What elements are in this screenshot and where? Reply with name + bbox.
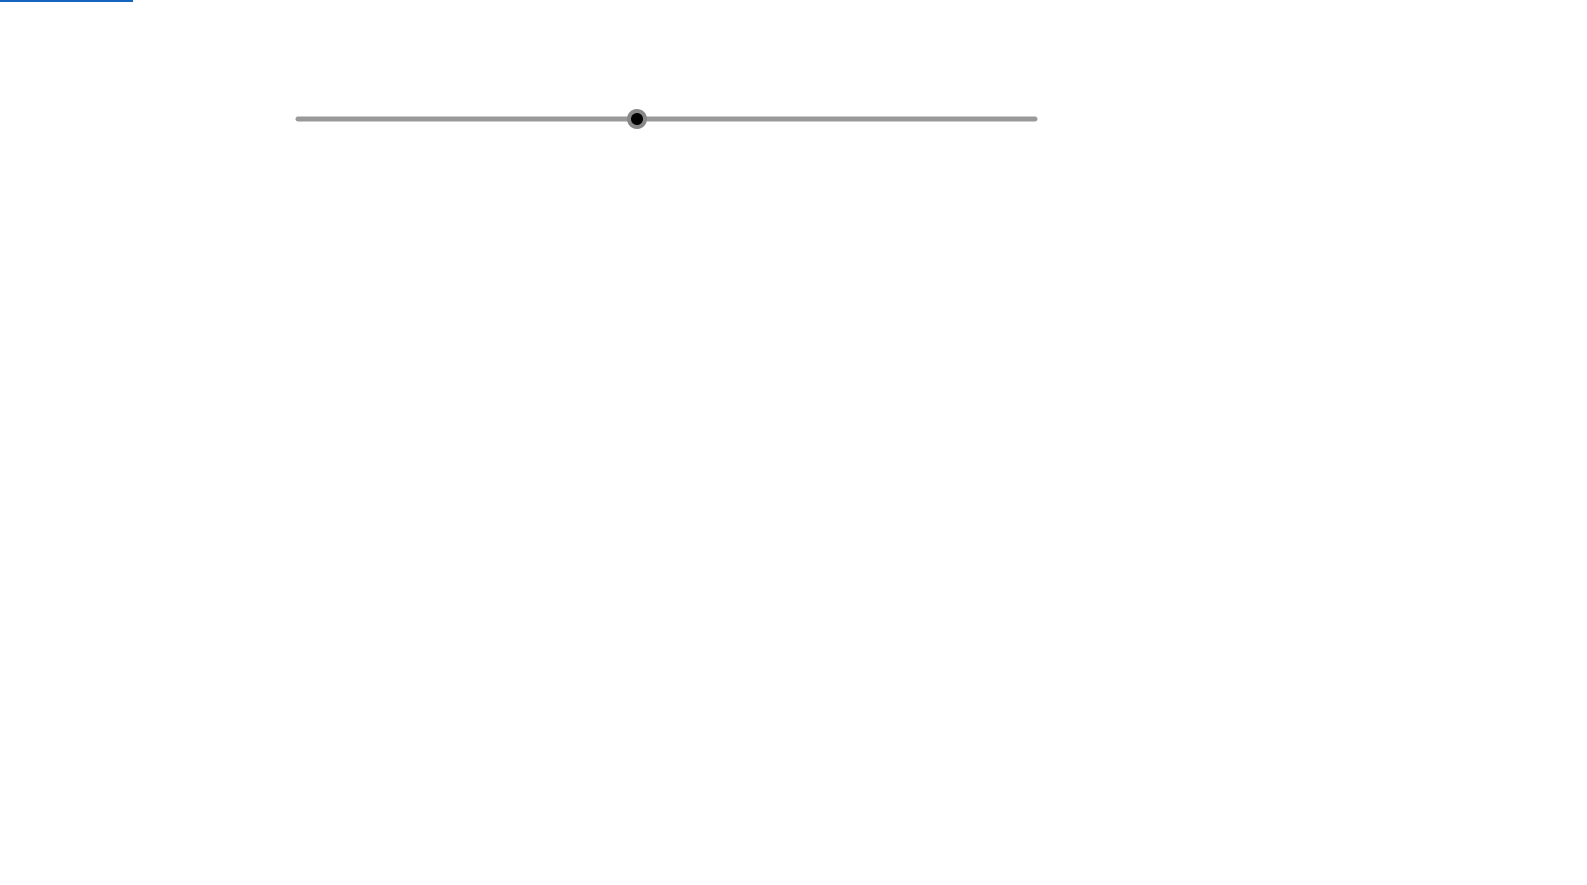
slider-knob[interactable]	[631, 113, 643, 125]
